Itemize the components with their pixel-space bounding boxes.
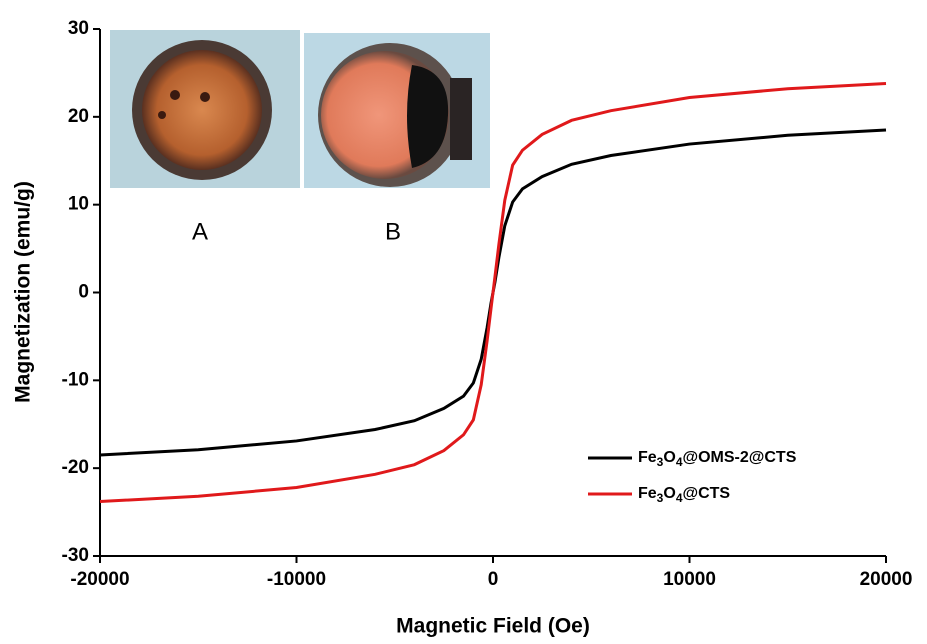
y-tick-label: 20 [68, 106, 89, 127]
chart: A B Magnetic Field (Oe) Magnetization (e… [0, 0, 927, 644]
y-tick-label: 30 [68, 18, 89, 39]
x-tick-label: 20000 [860, 569, 913, 590]
y-tick-label: -20 [62, 457, 89, 478]
x-axis-label: Magnetic Field (Oe) [396, 615, 590, 638]
inset-photo-b [304, 33, 490, 188]
x-tick-label: 10000 [663, 569, 716, 590]
y-tick-label: -30 [62, 545, 89, 566]
legend-label: Fe3O4@CTS [638, 485, 730, 505]
y-tick-label: 10 [68, 194, 89, 215]
inset-label: B [385, 218, 401, 245]
inset-label: A [192, 218, 208, 245]
y-tick-label: 0 [78, 282, 89, 303]
x-tick-label: -20000 [70, 569, 129, 590]
x-tick-label: -10000 [267, 569, 326, 590]
y-axis-label: Magnetization (emu/g) [12, 181, 35, 403]
inset-photo-a [110, 30, 300, 188]
y-tick-label: -10 [62, 369, 89, 390]
legend-label: Fe3O4@OMS-2@CTS [638, 449, 797, 469]
x-tick-label: 0 [488, 569, 499, 590]
